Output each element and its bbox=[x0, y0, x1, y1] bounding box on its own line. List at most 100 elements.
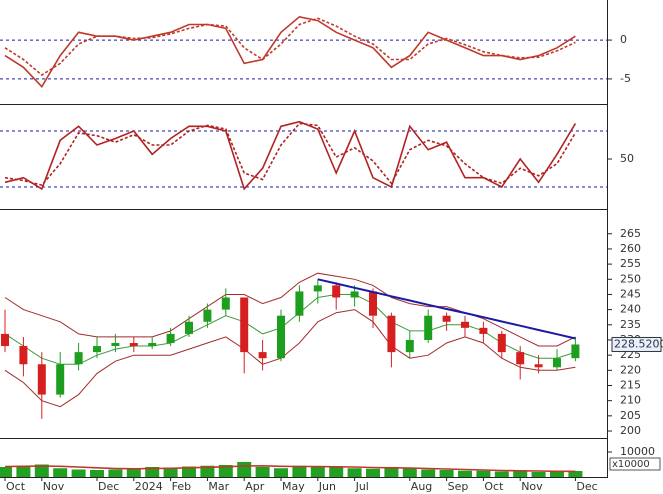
volume-bar bbox=[71, 469, 86, 477]
volume-bar bbox=[292, 465, 307, 477]
y-tick-label: 50 bbox=[620, 152, 634, 165]
x-tick-label: Nov bbox=[43, 480, 65, 493]
y-tick-label: 215 bbox=[620, 378, 641, 391]
candle-body bbox=[111, 343, 120, 347]
volume-bar bbox=[126, 468, 141, 477]
candle-body bbox=[424, 315, 433, 340]
volume-bar bbox=[34, 464, 49, 477]
candle-body bbox=[571, 344, 580, 359]
x-tick-label: 2024 bbox=[135, 480, 163, 493]
volume-bar bbox=[145, 467, 160, 477]
y-tick-label: 235 bbox=[620, 318, 641, 331]
trend-line bbox=[317, 278, 576, 340]
candle-body bbox=[405, 339, 414, 353]
volume-bar bbox=[200, 465, 215, 477]
last-price-label: 228.5200 bbox=[614, 337, 663, 350]
x-tick-label: Apr bbox=[245, 480, 265, 493]
volume-bar bbox=[329, 467, 344, 477]
x-tick-label: Oct bbox=[6, 480, 26, 493]
candle-body bbox=[516, 352, 525, 365]
y-tick-label: -5 bbox=[620, 72, 631, 85]
volume-bar bbox=[568, 471, 583, 477]
x-tick-label: Sep bbox=[448, 480, 469, 493]
candle-body bbox=[93, 346, 101, 353]
volume-bar bbox=[90, 470, 104, 477]
indicator-line bbox=[4, 122, 577, 186]
y-tick-label: 210 bbox=[620, 394, 641, 407]
candle-body bbox=[240, 297, 249, 353]
candle-body bbox=[350, 291, 359, 298]
volume-ma bbox=[4, 464, 576, 473]
x-tick-label: Aug bbox=[411, 480, 432, 493]
volume-bar bbox=[347, 468, 362, 477]
volume-bar bbox=[163, 467, 178, 477]
volume-bar bbox=[255, 467, 270, 477]
y-tick-label: 240 bbox=[620, 303, 641, 316]
candle-body bbox=[203, 309, 212, 322]
candle-body bbox=[313, 285, 322, 292]
volume-bar bbox=[237, 462, 252, 477]
candle-body bbox=[497, 333, 506, 353]
x-tick-label: Feb bbox=[172, 480, 191, 493]
unit-box bbox=[609, 457, 661, 471]
candle-body bbox=[295, 291, 304, 316]
volume-bar bbox=[182, 466, 196, 477]
x-tick-label: Jun bbox=[318, 480, 336, 493]
x-tick-label: Dec bbox=[98, 480, 119, 493]
candle-body bbox=[37, 364, 46, 395]
volume-bar bbox=[218, 465, 233, 477]
band-line bbox=[4, 309, 576, 408]
y-tick-label: 205 bbox=[620, 409, 641, 422]
indicator-line bbox=[4, 17, 576, 76]
volume-bar bbox=[402, 468, 417, 477]
candle-body bbox=[1, 333, 9, 347]
x-tick-label: Jul bbox=[355, 480, 369, 493]
candle-body bbox=[332, 285, 341, 298]
candle-body bbox=[461, 321, 469, 328]
candle-body bbox=[148, 343, 157, 347]
volume-bar bbox=[53, 468, 68, 477]
volume-bar bbox=[421, 469, 436, 477]
y-tick-label: 260 bbox=[620, 242, 641, 255]
candle-body bbox=[221, 297, 230, 310]
volume-bar bbox=[476, 470, 491, 477]
volume-bar bbox=[366, 468, 380, 477]
volume-bar bbox=[494, 471, 509, 477]
candle-body bbox=[74, 352, 83, 365]
volume-bar bbox=[513, 470, 528, 477]
volume-bar bbox=[16, 465, 31, 477]
candle-body bbox=[56, 364, 65, 395]
x-tick-label: Dec bbox=[576, 480, 597, 493]
y-tick-label: 245 bbox=[620, 287, 641, 300]
candle-body bbox=[534, 364, 543, 368]
candle-body bbox=[369, 291, 377, 316]
volume-bar bbox=[550, 471, 564, 477]
volume-bar bbox=[274, 468, 288, 477]
candle-body bbox=[442, 315, 451, 322]
volume-bar bbox=[310, 466, 325, 477]
candle-body bbox=[166, 333, 175, 344]
y-tick-label: 200 bbox=[620, 424, 641, 437]
volume-bar bbox=[439, 470, 454, 477]
x-tick-label: Mar bbox=[208, 480, 229, 493]
candle-body bbox=[129, 343, 138, 347]
volume-bar bbox=[531, 472, 546, 477]
y-tick-label: 265 bbox=[620, 227, 641, 240]
volume-bar bbox=[108, 469, 123, 477]
x-tick-label: Nov bbox=[521, 480, 543, 493]
y-tick-label: 10000 bbox=[620, 445, 655, 458]
candle-body bbox=[479, 327, 488, 334]
band-line bbox=[4, 272, 576, 347]
candle-body bbox=[19, 346, 28, 365]
volume-bar bbox=[0, 467, 12, 477]
volume-bar bbox=[384, 467, 399, 477]
candle-body bbox=[277, 315, 285, 359]
candle-body bbox=[258, 352, 267, 359]
last-price-box bbox=[611, 336, 662, 352]
candle-body bbox=[387, 315, 396, 353]
y-tick-label: 220 bbox=[620, 363, 641, 376]
candle-body bbox=[553, 358, 561, 368]
volume-bar bbox=[458, 470, 472, 477]
